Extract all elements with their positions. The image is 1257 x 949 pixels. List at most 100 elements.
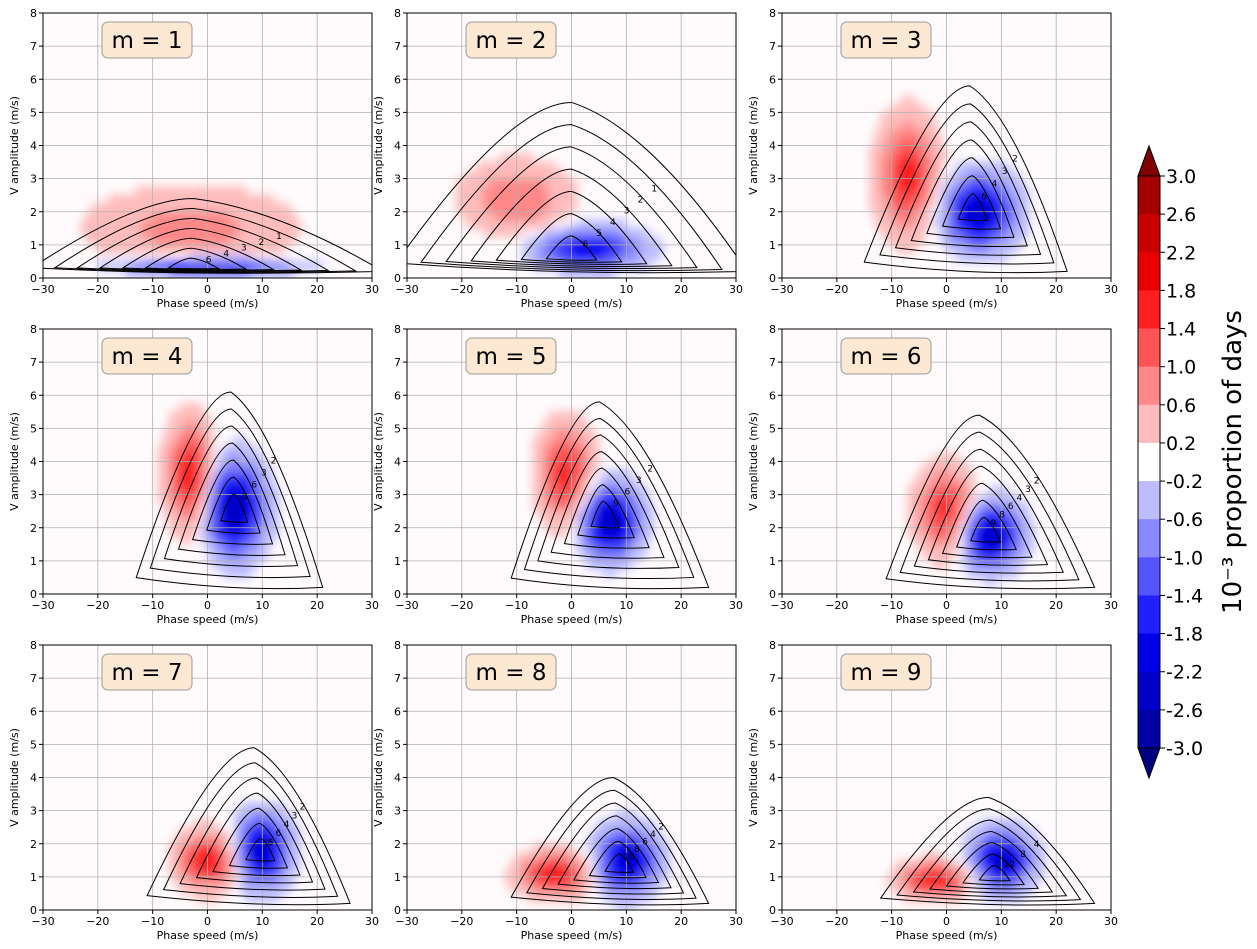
colorbar-frame [1137,175,1161,749]
x-tick-label: 30 [365,915,379,928]
y-tick-label: 8 [769,323,776,336]
x-tick-label: −10 [880,915,903,928]
contour-line [212,807,301,877]
y-tick-label: 8 [30,323,37,336]
y-tick-label: 6 [394,705,401,718]
contour-line [957,193,988,221]
contour-line [526,789,697,900]
panel-label: m = 7 [112,660,183,686]
contour-label: 3 [261,468,267,478]
colorbar-extend-min [1137,747,1161,780]
contour-label: 4 [650,830,656,840]
y-axis-label: V amplitude (m/s) [372,728,385,827]
colorbar-tick-label: -1.4 [1166,585,1203,607]
contour-line [962,853,1025,886]
y-tick-label: 5 [30,738,37,751]
contour-line [144,247,248,271]
contour-line [557,815,672,890]
contour-line [510,776,710,906]
x-tick-label: −20 [86,599,109,612]
y-tick-label: 7 [769,356,776,369]
colorbar-tick-label: 1.8 [1166,280,1196,302]
x-tick-label: −20 [825,599,848,612]
y-tick-label: 2 [30,838,37,851]
contour-line [420,124,723,272]
contour-line [941,482,1033,559]
contour-label: 6 [276,829,282,839]
y-tick-label: 0 [769,904,776,917]
contour-line [894,121,1042,256]
x-tick-label: 30 [1104,599,1118,612]
colorbar-tick-label: 1.0 [1166,357,1196,379]
y-tick-label: 3 [30,173,37,186]
x-tick-label: 20 [310,283,324,296]
x-tick-label: −10 [505,915,528,928]
contour-line [563,467,650,549]
contour-line [941,175,1002,230]
contour-label: 4 [992,180,998,190]
colorbar-band [1138,709,1160,749]
y-tick-label: 7 [769,672,776,685]
panel-label-box [840,337,932,375]
y-tick-label: 0 [769,588,776,601]
colorbar-tick-label: 3.0 [1166,166,1196,188]
colorbar-band [1138,328,1160,368]
x-axis-label: Phase speed (m/s) [521,613,623,626]
contour-label: 2 [647,464,653,474]
x-tick-label: 0 [204,599,211,612]
contour-line [135,391,324,590]
contour-label: 6 [1008,502,1014,512]
y-axis-label: V amplitude (m/s) [8,728,21,827]
x-tick-label: −30 [31,915,54,928]
y-tick-label: 4 [769,140,776,153]
y-tick-label: 4 [769,456,776,469]
contour-line [912,819,1068,898]
y-tick-label: 2 [769,206,776,219]
x-tick-label: −20 [825,283,848,296]
y-tick-label: 3 [394,805,401,818]
contour-line [149,408,311,579]
contour-label: 9 [613,499,619,509]
x-tick-label: 10 [994,283,1008,296]
anomaly-field [532,411,655,578]
y-tick-label: 7 [394,672,401,685]
colorbar-tick-label: -2.2 [1166,662,1203,684]
colorbar-band [1138,252,1160,291]
x-tick-label: −10 [141,599,164,612]
y-axis-label: V amplitude (m/s) [372,412,385,511]
x-tick-label: 30 [1104,283,1118,296]
x-tick-label: 0 [568,283,575,296]
x-tick-label: −10 [141,283,164,296]
x-tick-label: −20 [450,599,473,612]
y-tick-label: 0 [394,588,401,601]
y-tick-label: 3 [769,805,776,818]
panel-label-box [840,653,932,691]
x-tick-label: 0 [204,915,211,928]
contour-label: 2 [658,823,664,833]
contour-line [899,431,1080,582]
colorbar-tick-label: -1.0 [1166,547,1203,569]
contour-line [550,451,665,559]
y-tick-label: 6 [30,705,37,718]
x-tick-label: 20 [674,599,688,612]
y-axis-label: V amplitude (m/s) [372,96,385,195]
y-tick-label: 3 [769,173,776,186]
x-axis-label: Phase speed (m/s) [521,929,623,942]
y-tick-label: 6 [769,389,776,402]
colorbar-tick-label: -3.0 [1166,738,1203,760]
contour-line [927,465,1049,566]
colorbar-tick-label: 2.2 [1166,242,1196,264]
colorbar-band [1138,557,1160,596]
x-tick-label: −30 [770,599,793,612]
contour-line [228,822,289,869]
x-tick-label: 10 [255,283,269,296]
x-tick-label: 10 [255,599,269,612]
y-tick-label: 0 [30,904,37,917]
panel-label: m = 3 [851,28,922,54]
